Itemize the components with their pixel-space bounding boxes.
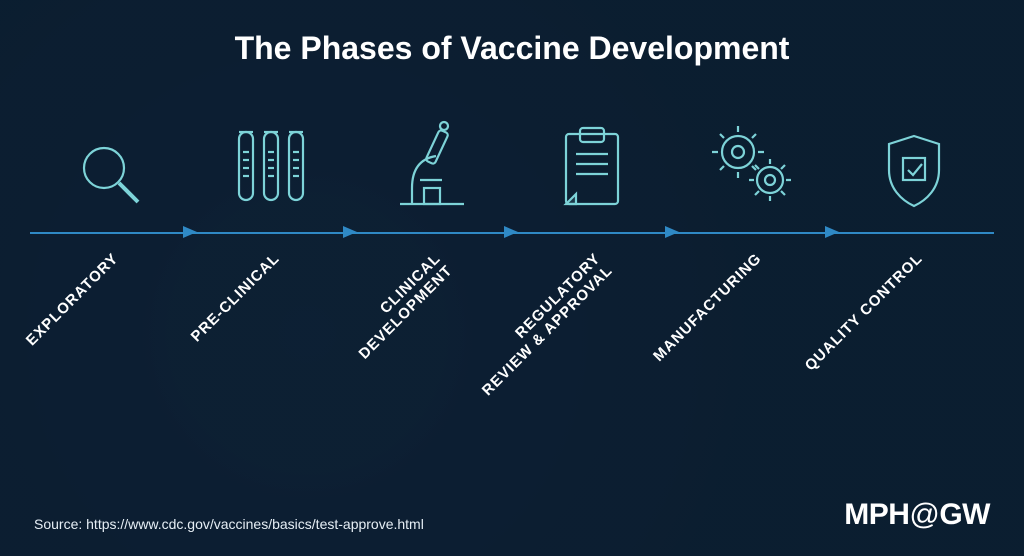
phase-regulatory: REGULATORY REVIEW & APPROVAL (512, 100, 673, 230)
logo-at: @ (909, 498, 939, 531)
timeline-arrow (825, 226, 839, 238)
logo-post: GW (939, 498, 990, 531)
magnifier-icon (74, 100, 146, 210)
test-tubes-icon (231, 100, 311, 210)
phase-quality-control: QUALITY CONTROL (833, 100, 994, 230)
gears-icon (708, 100, 798, 210)
source-text: Source: https://www.cdc.gov/vaccines/bas… (34, 516, 424, 532)
timeline-arrow (665, 226, 679, 238)
microscope-icon (390, 100, 474, 210)
phases-row: EXPLORATORY (0, 100, 1024, 230)
phase-manufacturing: MANUFACTURING (673, 100, 834, 230)
logo-pre: MPH (844, 498, 909, 531)
timeline-arrow (183, 226, 197, 238)
phase-exploratory: EXPLORATORY (30, 100, 191, 230)
phase-preclinical: PRE-CLINICAL (191, 100, 352, 230)
timeline-arrow (504, 226, 518, 238)
phase-clinical: CLINICAL DEVELOPMENT (351, 100, 512, 230)
shield-check-icon (879, 100, 949, 210)
page-title: The Phases of Vaccine Development (0, 30, 1024, 67)
clipboard-icon (558, 100, 626, 210)
logo: MPH@GW (844, 498, 990, 532)
timeline-arrow (343, 226, 357, 238)
